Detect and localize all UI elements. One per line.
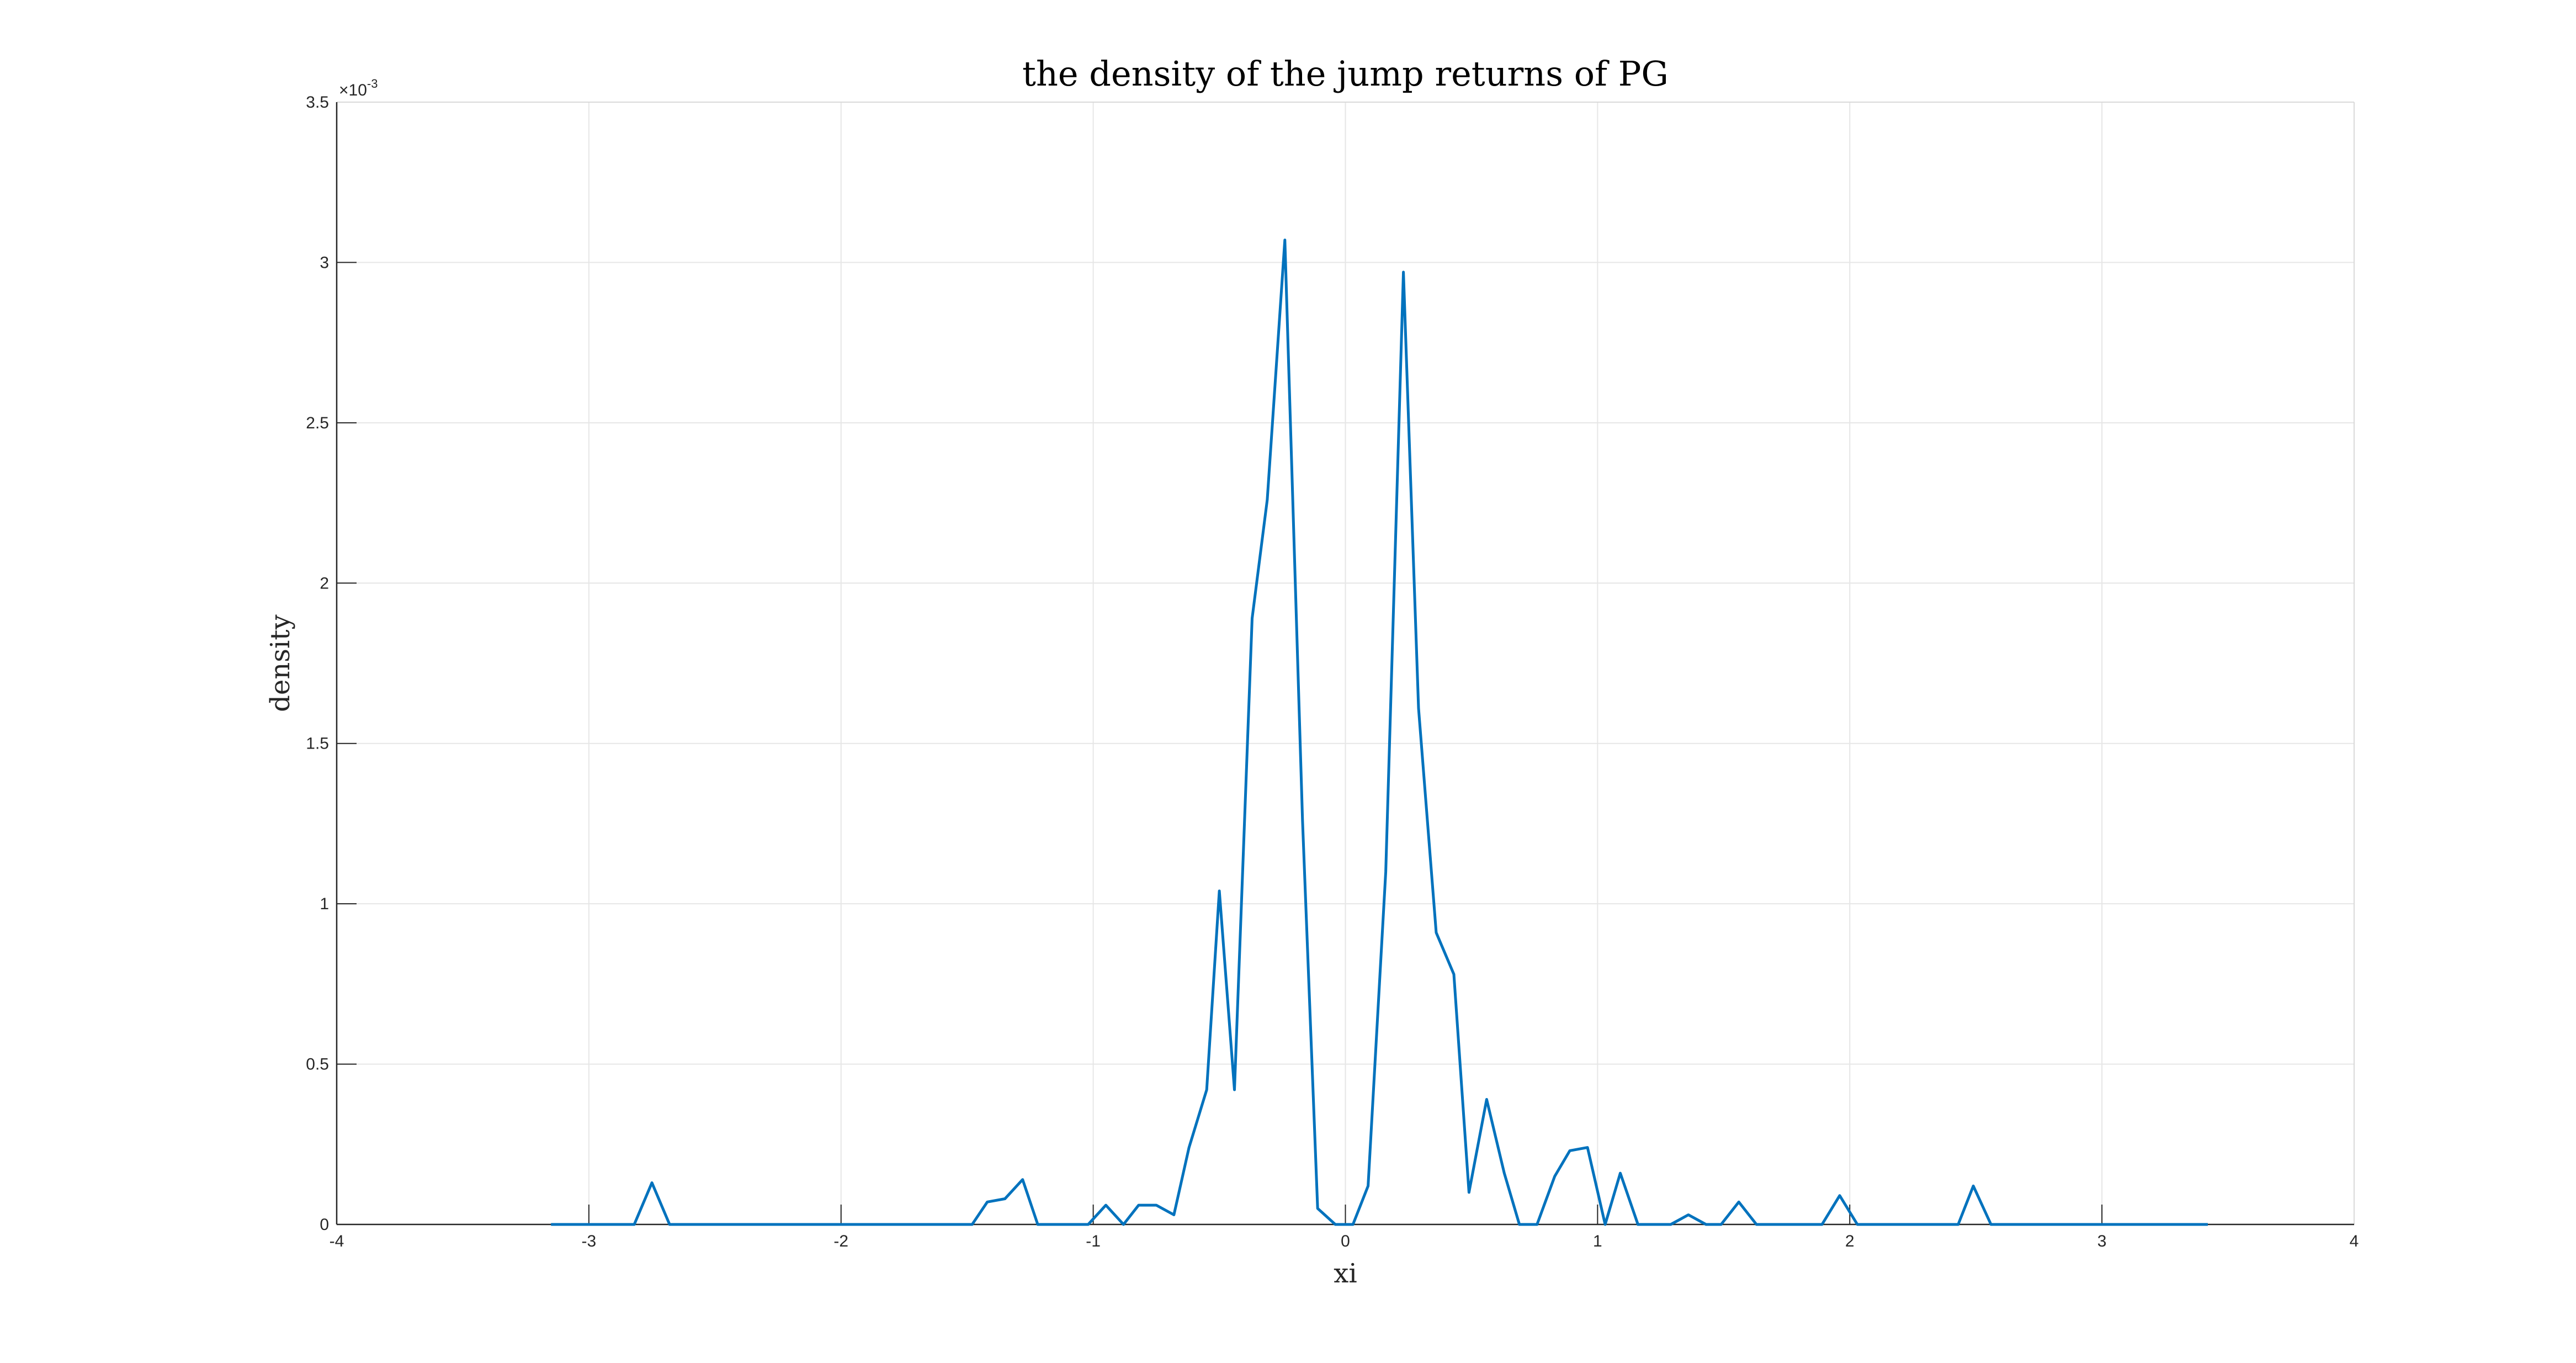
y-exponent-base: ×10 [339,81,367,99]
y-tick-label: 3 [320,253,329,272]
y-tick-label: 1.5 [306,735,329,753]
y-tick-label: 0 [320,1216,329,1234]
y-exponent-power: -3 [367,77,378,91]
y-axis-exponent: ×10-3 [339,77,378,99]
x-axis-label: xi [1334,1258,1357,1289]
density-line [551,238,2208,1226]
x-tick-label: -4 [330,1232,344,1250]
y-tick-label: 1 [320,895,329,913]
y-tick-label: 2.5 [306,414,329,432]
x-tick-label: -1 [1086,1232,1101,1250]
x-tick-label: 1 [1593,1232,1602,1250]
tick-labels: -4 -3 -2 -1 0 1 2 3 4 0 0.5 1 1.5 2 2.5 3 3.5 [306,93,2359,1250]
series-layer [551,238,2208,1226]
chart-title: the density of the jump returns of PG [1022,54,1669,94]
plot-area: -4 -3 -2 -1 0 1 2 3 4 0 0.5 1 1.5 2 2.5 3 3.5 [306,93,2359,1250]
y-tick-label: 0.5 [306,1056,329,1074]
x-tick-label: 2 [1845,1232,1855,1250]
x-tick-label: 0 [1341,1232,1350,1250]
x-tick-label: 4 [2350,1232,2359,1250]
x-tick-label: 3 [2097,1232,2107,1250]
y-axis-label: density [265,614,296,712]
x-tick-label: -3 [582,1232,597,1250]
y-tick-label: 2 [320,574,329,592]
y-tick-label: 3.5 [306,93,329,112]
x-tick-label: -2 [833,1232,848,1250]
